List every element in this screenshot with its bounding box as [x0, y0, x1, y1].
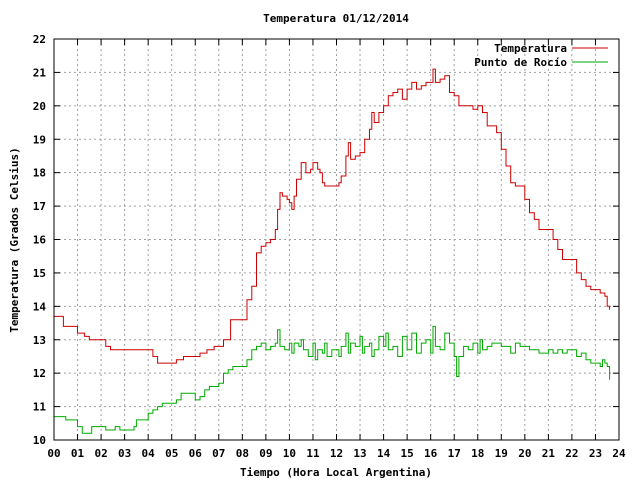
x-axis-label: Tiempo (Hora Local Argentina) [240, 466, 432, 479]
chart-title: Temperatura 01/12/2014 [263, 12, 409, 25]
axis-ticks: 00 01 02 03 04 05 06 07 08 09 10 11 12 13 14 15 16 17 18 19… [33, 33, 626, 460]
series-line-temperatura [54, 68, 611, 364]
x-tick-label: 02 [94, 447, 107, 460]
x-tick-label: 06 [189, 447, 203, 460]
x-tick-label: 21 [542, 447, 556, 460]
x-tick-label: 09 [259, 447, 272, 460]
y-axis-label: Temperatura (Grados Celsius) [8, 147, 21, 332]
x-tick-label: 14 [377, 447, 391, 460]
x-tick-label: 03 [118, 447, 131, 460]
y-tick-label: 11 [33, 401, 47, 414]
legend: Temperatura Punto de Rocío [474, 42, 608, 69]
y-tick-label: 14 [33, 300, 47, 313]
x-tick-label: 20 [518, 447, 531, 460]
x-tick-label: 22 [565, 447, 578, 460]
x-tick-label: 15 [401, 447, 414, 460]
y-tick-label: 18 [33, 167, 46, 180]
y-tick-label: 21 [33, 66, 47, 79]
y-tick-label: 16 [33, 234, 47, 247]
x-tick-label: 13 [353, 447, 366, 460]
x-tick-label: 08 [236, 447, 249, 460]
y-tick-label: 22 [33, 33, 46, 46]
x-tick-label: 19 [495, 447, 508, 460]
y-tick-label: 12 [33, 367, 46, 380]
x-tick-label: 10 [283, 447, 296, 460]
x-tick-label: 05 [165, 447, 178, 460]
series-layer [54, 68, 611, 434]
y-tick-label: 15 [33, 267, 46, 280]
legend-label-temperatura: Temperatura [494, 42, 567, 55]
x-tick-label: 17 [448, 447, 461, 460]
x-tick-label: 16 [424, 447, 438, 460]
y-tick-label: 13 [33, 334, 46, 347]
grid [54, 39, 619, 440]
y-tick-label: 17 [33, 200, 46, 213]
x-tick-label: 01 [71, 447, 85, 460]
x-tick-label: 12 [330, 447, 343, 460]
x-tick-label: 18 [471, 447, 484, 460]
x-tick-label: 00 [47, 447, 60, 460]
x-tick-label: 07 [212, 447, 225, 460]
y-tick-label: 10 [33, 434, 46, 447]
y-tick-label: 20 [33, 100, 46, 113]
x-tick-label: 04 [142, 447, 156, 460]
x-tick-label: 23 [589, 447, 602, 460]
x-tick-label: 24 [612, 447, 626, 460]
x-tick-label: 11 [306, 447, 320, 460]
series-line-punto-de-rocio [54, 325, 611, 434]
y-tick-label: 19 [33, 133, 46, 146]
legend-label-punto-de-rocio: Punto de Rocío [474, 56, 567, 69]
